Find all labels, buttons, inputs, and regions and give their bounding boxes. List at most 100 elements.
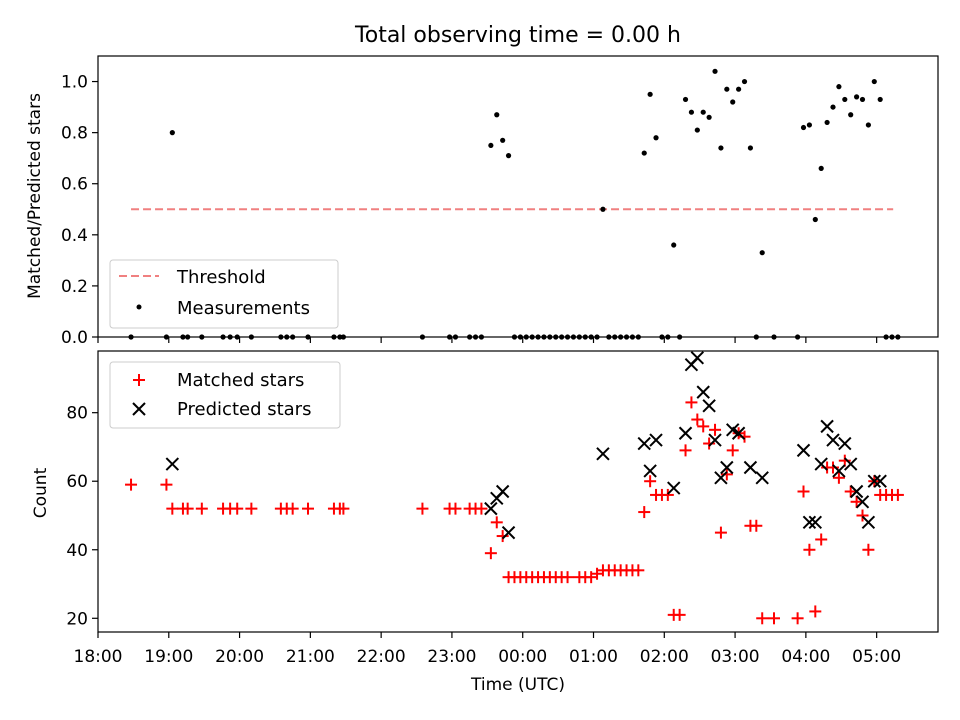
measurement-point bbox=[848, 112, 854, 118]
measurement-point bbox=[877, 96, 883, 103]
matched-star-point bbox=[685, 396, 698, 409]
predicted-star-point bbox=[702, 399, 716, 413]
predicted-star-point bbox=[743, 460, 758, 475]
bottom-y-axis-label: Count bbox=[31, 467, 51, 518]
bottom-axes-frame bbox=[97, 350, 939, 633]
legend-measurements-label: Measurements bbox=[177, 298, 310, 319]
matched-star-point bbox=[632, 564, 645, 577]
predicted-star-point bbox=[832, 464, 846, 478]
matched-star-point bbox=[231, 502, 244, 515]
measurement-point bbox=[800, 124, 807, 131]
matched-star-point bbox=[561, 571, 574, 584]
bottom-x-tick-label: 05:00 bbox=[852, 647, 901, 667]
predicted-star-point bbox=[596, 447, 610, 461]
measurement-point bbox=[824, 119, 830, 126]
legend-matched-label: Matched stars bbox=[177, 370, 304, 391]
measurement-point bbox=[500, 137, 506, 143]
matched-star-point bbox=[416, 502, 429, 515]
matched-star-point bbox=[449, 502, 462, 515]
bottom-x-tick-label: 03:00 bbox=[711, 647, 760, 667]
measurement-point bbox=[706, 114, 712, 120]
matched-star-point bbox=[484, 547, 497, 560]
bottom-x-tick-label: 04:00 bbox=[781, 647, 830, 667]
measurement-point bbox=[600, 206, 606, 212]
matched-star-point bbox=[862, 543, 875, 556]
bottom-legend: Matched stars Predicted stars bbox=[109, 361, 341, 429]
top-legend: Threshold Measurements bbox=[109, 259, 339, 329]
matched-star-point bbox=[726, 444, 739, 457]
bottom-y-tick-label: 80 bbox=[66, 404, 88, 424]
matched-star-point bbox=[337, 502, 350, 515]
predicted-star-point bbox=[849, 484, 864, 499]
top-y-tick-label: 1.0 bbox=[61, 73, 88, 93]
measurement-point bbox=[671, 242, 677, 248]
measurement-point bbox=[718, 145, 724, 151]
predicted-star-point bbox=[708, 433, 722, 447]
top-legend-box bbox=[109, 259, 339, 329]
matched-star-point bbox=[791, 612, 804, 625]
matched-star-point bbox=[245, 502, 258, 515]
matched-star-point bbox=[703, 437, 716, 450]
measurement-point bbox=[806, 122, 813, 128]
predicted-star-point bbox=[667, 481, 681, 495]
matched-star-point bbox=[181, 502, 194, 515]
measurement-point bbox=[682, 96, 689, 103]
measurement-point bbox=[488, 142, 494, 149]
predicted-star-point bbox=[643, 464, 657, 478]
measurement-point bbox=[853, 94, 860, 100]
legend-threshold-label: Threshold bbox=[176, 267, 266, 288]
measurement-point bbox=[830, 104, 836, 110]
measurement-point bbox=[741, 78, 748, 85]
matched-star-point bbox=[644, 475, 657, 488]
matched-star-point bbox=[286, 502, 299, 515]
matched-star-point bbox=[697, 420, 710, 433]
predicted-star-point bbox=[714, 471, 728, 485]
matched-star-point bbox=[815, 533, 828, 546]
measurement-point bbox=[694, 127, 700, 133]
matched-star-point bbox=[166, 502, 179, 515]
measurement-point bbox=[724, 86, 730, 92]
bottom-x-tick-label: 19:00 bbox=[144, 647, 193, 667]
measurement-point bbox=[653, 135, 659, 141]
legend-predicted-marker bbox=[132, 402, 146, 416]
legend-matched-marker bbox=[133, 374, 145, 386]
measurement-point bbox=[842, 96, 848, 103]
matched-star-point bbox=[738, 430, 751, 443]
bottom-chart-panel: 20 40 60 80 18:00 19:00 20:00 21:00 22:00 23:00 0… bbox=[31, 350, 939, 695]
bottom-plot-area bbox=[125, 351, 904, 625]
predicted-star-point bbox=[861, 515, 876, 530]
top-chart-title: Total observing time = 0.00 h bbox=[354, 23, 681, 48]
bottom-x-tick-label: 00:00 bbox=[498, 647, 547, 667]
matched-star-point bbox=[638, 506, 651, 519]
bottom-y-tick-label: 60 bbox=[66, 472, 88, 492]
top-x-ticks bbox=[97, 337, 878, 343]
measurement-point bbox=[688, 109, 695, 115]
predicted-star-point bbox=[690, 351, 705, 365]
predicted-star-point bbox=[720, 460, 734, 475]
measurement-point bbox=[169, 130, 175, 136]
matched-star-point bbox=[125, 478, 138, 491]
top-y-axis-label: Matched/Predicted stars bbox=[25, 93, 45, 299]
bottom-x-tick-label: 18:00 bbox=[74, 647, 123, 667]
measurement-point bbox=[730, 99, 736, 105]
bottom-legend-box bbox=[109, 361, 341, 429]
top-y-tick-label: 0.2 bbox=[61, 277, 88, 297]
predicted-star-point bbox=[165, 457, 180, 471]
matched-star-point bbox=[490, 516, 503, 529]
measurement-point bbox=[641, 150, 647, 156]
matched-star-point bbox=[756, 612, 769, 625]
matched-star-point bbox=[809, 605, 822, 618]
measurement-point bbox=[836, 84, 842, 90]
matched-star-point bbox=[302, 502, 314, 515]
matched-star-point bbox=[496, 530, 509, 543]
matched-star-point bbox=[856, 509, 869, 522]
matched-star-point bbox=[714, 526, 727, 539]
matched-star-point bbox=[832, 471, 845, 484]
bottom-x-tick-label: 23:00 bbox=[427, 647, 476, 667]
predicted-star-point bbox=[843, 457, 858, 471]
predicted-star-point bbox=[814, 457, 828, 471]
matched-star-point bbox=[844, 485, 857, 498]
predicted-star-point bbox=[855, 495, 870, 509]
measurement-point bbox=[747, 145, 754, 151]
legend-predicted-label: Predicted stars bbox=[177, 399, 311, 420]
